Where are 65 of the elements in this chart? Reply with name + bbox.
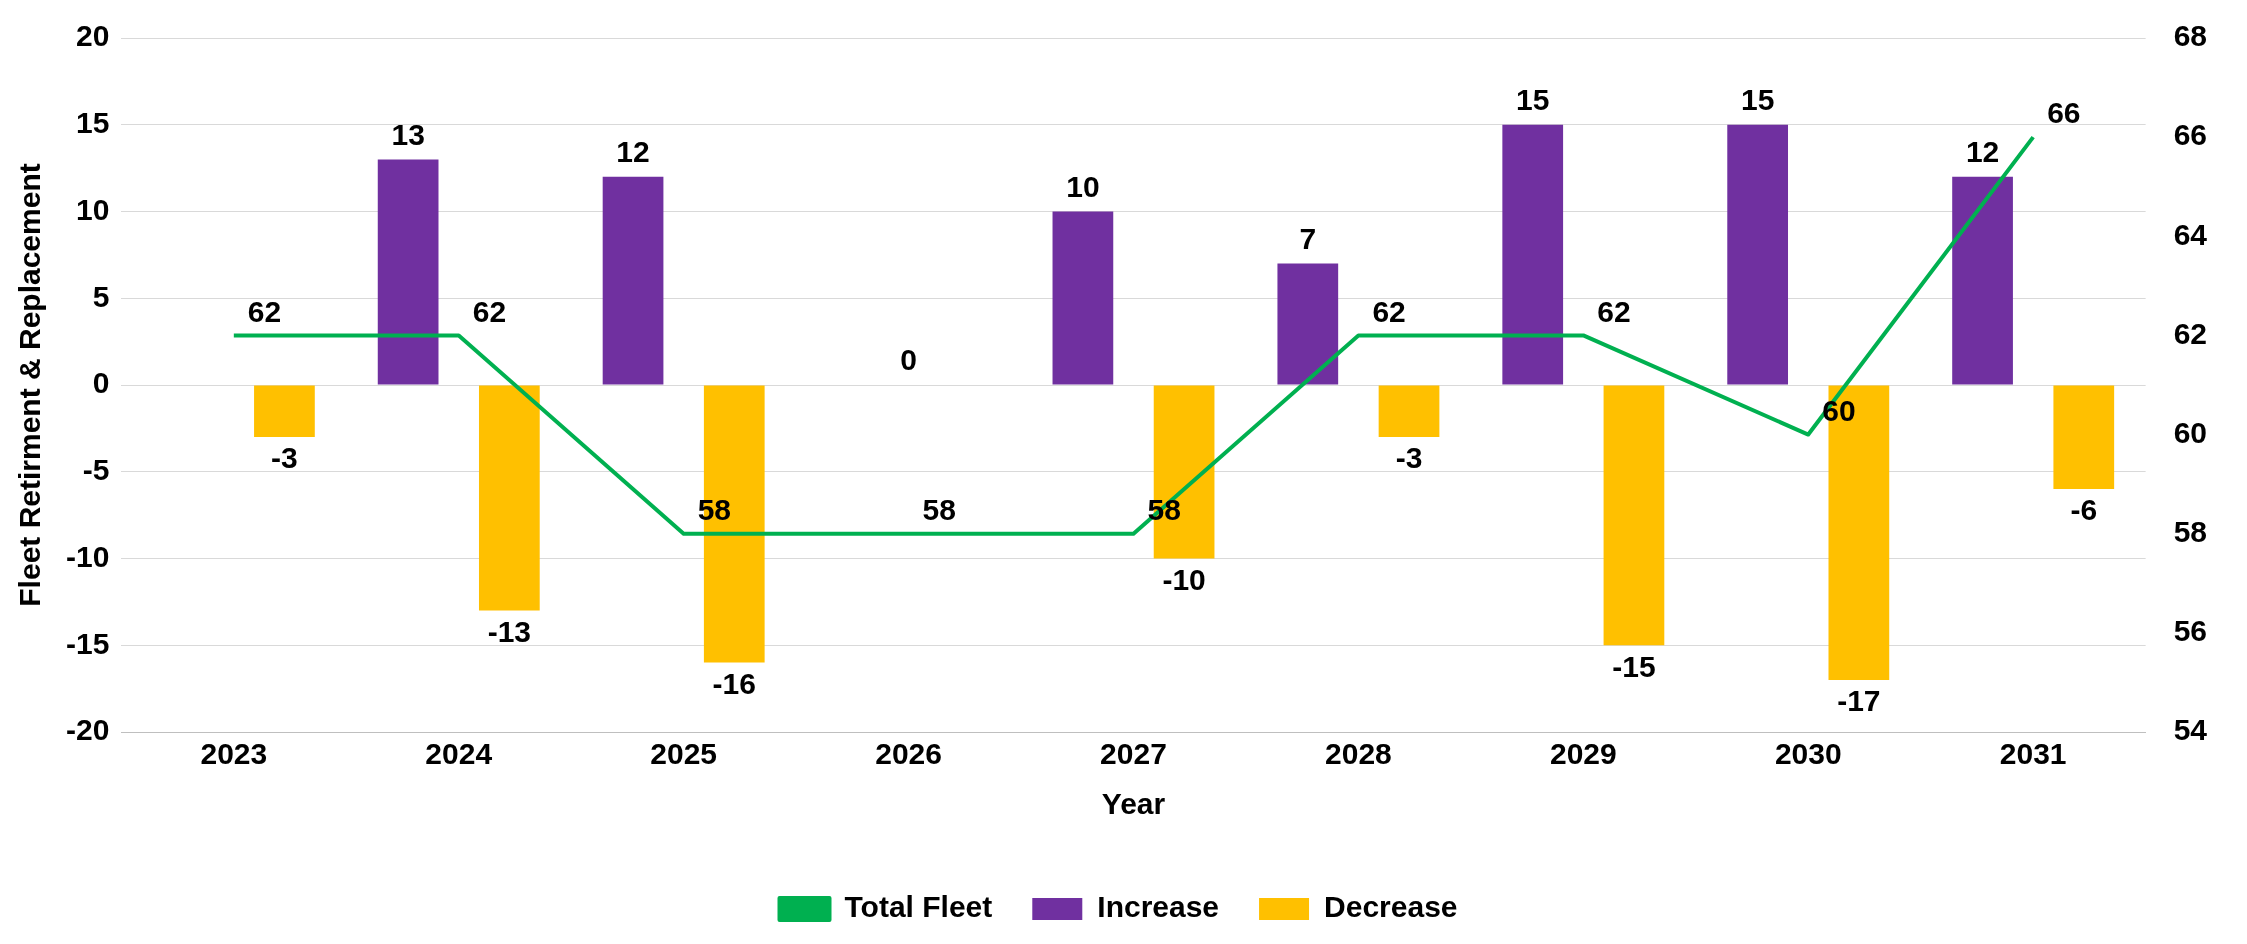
data-label: 13: [391, 117, 425, 151]
y2-tick-label: 64: [2173, 217, 2208, 251]
y2-tick-label: 54: [2173, 713, 2208, 747]
y-tick-label: -15: [66, 626, 110, 660]
bar: [1727, 124, 1789, 385]
bar: [254, 385, 315, 438]
y2-tick-label: 62: [2173, 316, 2208, 350]
legend-label: Total Fleet: [844, 890, 993, 924]
data-label: 7: [1299, 221, 1317, 255]
data-label: 62: [1372, 294, 1406, 328]
bar: [478, 385, 540, 611]
x-tick-label: 2027: [1100, 737, 1167, 771]
y-tick-label: 10: [75, 192, 110, 226]
data-label: -16: [712, 666, 756, 700]
y2-tick-label: 58: [2173, 514, 2208, 548]
x-tick-label: 2023: [200, 737, 268, 771]
y-tick-label: -10: [66, 539, 110, 573]
bar: [1502, 124, 1564, 385]
data-label: 58: [922, 492, 956, 526]
bar: [1952, 176, 2013, 385]
y-tick-label: 0: [92, 366, 110, 400]
data-label: -15: [1612, 649, 1656, 683]
data-label: 15: [1740, 83, 1775, 117]
y-tick-label: 15: [75, 106, 110, 140]
y2-tick-label: 56: [2173, 614, 2208, 648]
bar: [2053, 385, 2115, 490]
bar: [1277, 263, 1339, 385]
x-tick-label: 2031: [1999, 737, 2067, 771]
y2-tick-label: 66: [2173, 118, 2208, 152]
x-axis-title: Year: [1101, 787, 1166, 821]
y-tick-label: 5: [92, 279, 110, 313]
data-label: -10: [1162, 562, 1206, 596]
data-label: -3: [1395, 441, 1423, 475]
data-label: -3: [271, 441, 298, 475]
y2-tick-label: 60: [2173, 415, 2208, 449]
x-tick-label: 2028: [1325, 737, 1392, 771]
data-label: 12: [1965, 135, 2000, 169]
bar: [1052, 211, 1114, 385]
data-label: 66: [2047, 96, 2081, 130]
data-label: -6: [2070, 493, 2098, 527]
y-tick-label: -5: [82, 453, 110, 487]
x-tick-label: 2024: [425, 737, 493, 771]
x-tick-label: 2030: [1774, 737, 1842, 771]
bar: [1378, 385, 1440, 438]
data-label: 62: [1597, 294, 1631, 328]
annotation: 0: [900, 343, 917, 377]
bar: [602, 176, 664, 385]
bar: [377, 159, 439, 385]
data-label: 10: [1066, 169, 1100, 203]
data-label: 15: [1516, 83, 1550, 117]
y-tick-label: 20: [75, 19, 110, 53]
y-axis-title: Fleet Retirment & Replacement: [13, 163, 47, 607]
data-label: 12: [616, 135, 650, 169]
y2-tick-label: 68: [2173, 19, 2208, 53]
bar: [1603, 385, 1665, 646]
x-tick-label: 2029: [1549, 737, 1617, 771]
y-tick-label: -20: [66, 713, 110, 747]
legend-label: Increase: [1097, 890, 1220, 924]
data-label: -13: [487, 614, 532, 648]
x-tick-label: 2026: [875, 737, 942, 771]
x-tick-label: 2025: [650, 737, 718, 771]
data-label: -17: [1837, 684, 1881, 718]
legend-label: Decrease: [1324, 890, 1458, 924]
data-label: 62: [247, 294, 282, 328]
data-label: 62: [472, 294, 507, 328]
